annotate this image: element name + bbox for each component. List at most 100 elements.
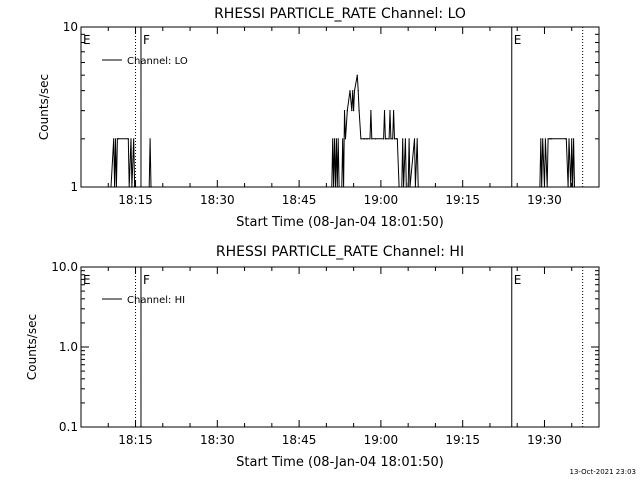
legend-label: Channel: HI [127, 295, 185, 306]
data-point [349, 90, 351, 92]
data-point [544, 138, 546, 140]
data-point [110, 186, 112, 188]
series-line [110, 75, 575, 188]
data-point [393, 110, 395, 112]
data-point [403, 186, 405, 188]
data-point [543, 186, 546, 188]
legend-label: Channel: LO [127, 56, 188, 67]
data-point [353, 110, 355, 112]
x-tick-label: 19:15 [445, 433, 480, 447]
x-tick-label: 19:00 [364, 433, 399, 447]
data-point [342, 138, 344, 140]
annotation-label: E [514, 273, 522, 287]
x-tick-label: 18:30 [200, 193, 235, 207]
data-point [405, 186, 407, 188]
data-point [133, 138, 135, 140]
data-point [363, 138, 366, 140]
data-point [114, 138, 117, 140]
data-point [128, 186, 130, 188]
data-point [413, 138, 416, 140]
data-point [388, 138, 390, 140]
data-point [366, 138, 368, 140]
data-point [127, 138, 129, 140]
data-point [541, 186, 543, 188]
data-point [565, 138, 567, 140]
data-point [341, 186, 343, 188]
data-point [572, 186, 574, 188]
data-point [389, 110, 391, 112]
data-point [356, 74, 358, 76]
data-point [134, 186, 136, 188]
annotation-label: E [83, 273, 91, 287]
data-point [150, 186, 152, 188]
chart-panel-lo: RHESSI PARTICLE_RATE Channel: LO 18:15 18:… [37, 6, 600, 230]
data-point [567, 186, 569, 188]
data-point [358, 110, 360, 112]
data-point [374, 138, 377, 140]
annotation-label: F [143, 273, 150, 287]
chart-panel-hi: RHESSI PARTICLE_RATE Channel: HI 18:15 18:… [25, 244, 600, 470]
data-point [383, 110, 386, 112]
data-point [409, 186, 411, 188]
data-point [539, 186, 541, 188]
data-point [398, 186, 400, 188]
data-point [540, 138, 542, 140]
x-tick-label: 19:15 [445, 193, 480, 207]
x-tick-label: 19:30 [527, 433, 562, 447]
data-point [551, 138, 553, 140]
data-point [416, 138, 418, 140]
data-point [333, 138, 336, 140]
data-point [550, 138, 552, 140]
data-point [547, 138, 549, 140]
data-point [117, 138, 119, 140]
data-point [396, 138, 398, 140]
data-point [130, 138, 132, 140]
x-tick-label: 18:15 [118, 433, 153, 447]
data-point [568, 138, 570, 140]
data-point [337, 138, 339, 140]
data-point [564, 138, 566, 140]
x-tick-label: 19:30 [527, 193, 562, 207]
data-point [417, 186, 419, 188]
y-tick-label: 0.1 [59, 420, 78, 434]
data-point [404, 138, 407, 140]
data-point [114, 186, 116, 188]
y-tick-label: 1 [70, 180, 78, 194]
data-point [414, 186, 417, 188]
y-axis-label: Counts/sec [37, 74, 51, 140]
data-point [331, 186, 333, 188]
data-point [546, 186, 548, 188]
data-point [116, 138, 118, 140]
x-axis-label: Start Time (08-Jan-04 18:01:50) [236, 455, 444, 470]
data-point [390, 138, 392, 140]
x-tick-label: 18:45 [282, 433, 317, 447]
data-point [549, 138, 551, 140]
data-point [149, 138, 151, 140]
data-point [572, 138, 575, 140]
data-point [334, 186, 337, 188]
data-point [148, 186, 150, 188]
chart-title: RHESSI PARTICLE_RATE Channel: LO [214, 6, 466, 22]
plot-frame [80, 266, 600, 428]
annotation-label: E [83, 33, 91, 47]
data-point [344, 138, 347, 140]
data-point [351, 110, 353, 112]
data-point [370, 110, 372, 112]
y-tick-label: 10 [63, 20, 78, 34]
data-point [134, 186, 137, 188]
data-point [385, 138, 387, 140]
x-tick-label: 18:30 [200, 433, 235, 447]
data-point [383, 138, 385, 140]
data-point [346, 110, 348, 112]
data-point [384, 138, 387, 140]
data-point [151, 186, 153, 188]
data-point [395, 138, 397, 140]
data-point [353, 90, 356, 92]
data-point [393, 138, 396, 140]
data-point [369, 138, 371, 140]
data-point [360, 138, 362, 140]
data-point [571, 138, 573, 140]
y-tick-label: 10.0 [51, 260, 78, 274]
data-point [131, 186, 133, 188]
